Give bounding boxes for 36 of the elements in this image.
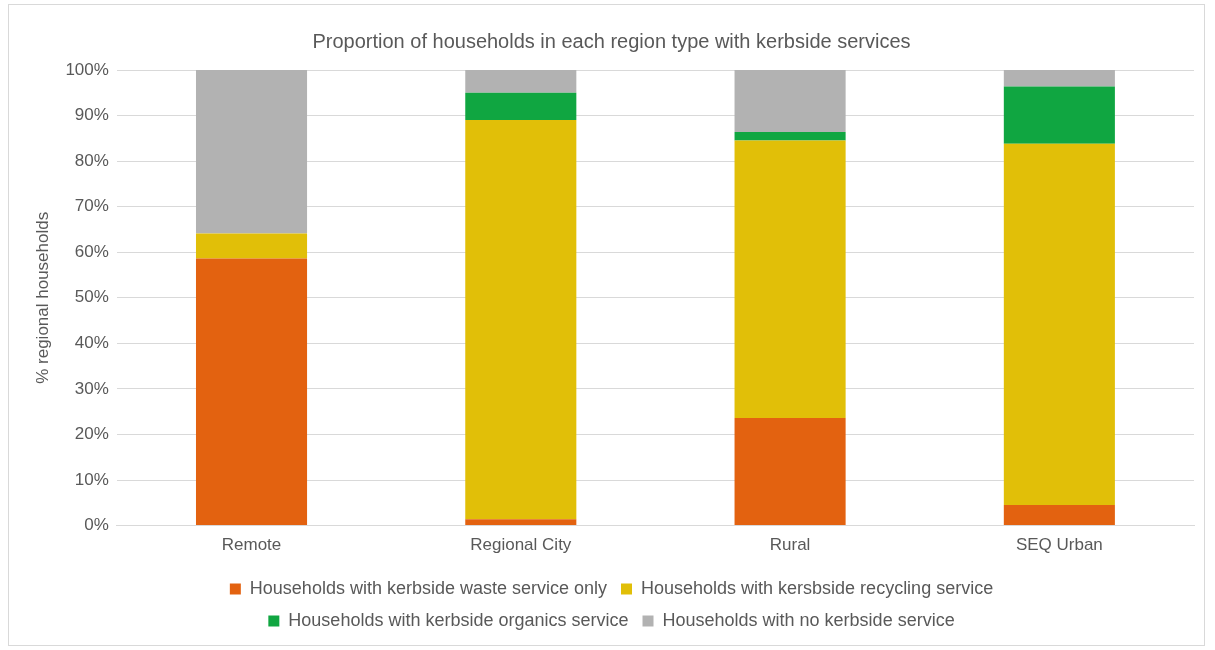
y-tick-label: 40% bbox=[74, 333, 109, 353]
y-tick-label: 20% bbox=[74, 424, 109, 444]
bar bbox=[1003, 505, 1115, 526]
y-tick-label: 10% bbox=[74, 469, 109, 489]
y-axis-title: % regional households bbox=[32, 211, 52, 384]
bar bbox=[195, 258, 308, 526]
bar bbox=[734, 70, 846, 132]
bar bbox=[465, 519, 577, 526]
bar bbox=[1003, 143, 1115, 506]
bar bbox=[734, 418, 846, 526]
legend-label: Households with kersbside recycling service bbox=[641, 577, 994, 598]
legend-label: Households with no kerbside service bbox=[662, 609, 955, 630]
bar bbox=[1003, 70, 1115, 87]
y-tick-label: 50% bbox=[74, 287, 109, 307]
bar bbox=[465, 120, 577, 520]
bar bbox=[734, 140, 846, 419]
y-tick-label: 30% bbox=[74, 378, 109, 398]
bar bbox=[1003, 86, 1115, 144]
x-tick-label: Rural bbox=[769, 535, 811, 555]
bar bbox=[465, 92, 577, 121]
y-tick-label: 70% bbox=[74, 196, 109, 216]
y-tick-label: 0% bbox=[84, 515, 109, 535]
bar bbox=[195, 233, 308, 259]
y-tick-label: 60% bbox=[74, 241, 109, 261]
bar bbox=[734, 131, 846, 141]
legend-label: Households with kerbside waste service only bbox=[249, 577, 608, 598]
legend-label: Households with kerbside organics service bbox=[288, 609, 629, 630]
y-tick-label: 90% bbox=[74, 105, 109, 125]
chart-title: Proportion of households in each region type with kerbside services bbox=[312, 29, 911, 52]
y-tick-label: 100% bbox=[65, 59, 109, 79]
bar bbox=[195, 70, 308, 234]
bar bbox=[465, 70, 577, 93]
x-tick-label: SEQ Urban bbox=[1015, 535, 1103, 555]
x-tick-label: Remote bbox=[221, 535, 282, 555]
x-tick-label: Regional City bbox=[470, 535, 572, 555]
y-tick-label: 80% bbox=[74, 150, 109, 170]
